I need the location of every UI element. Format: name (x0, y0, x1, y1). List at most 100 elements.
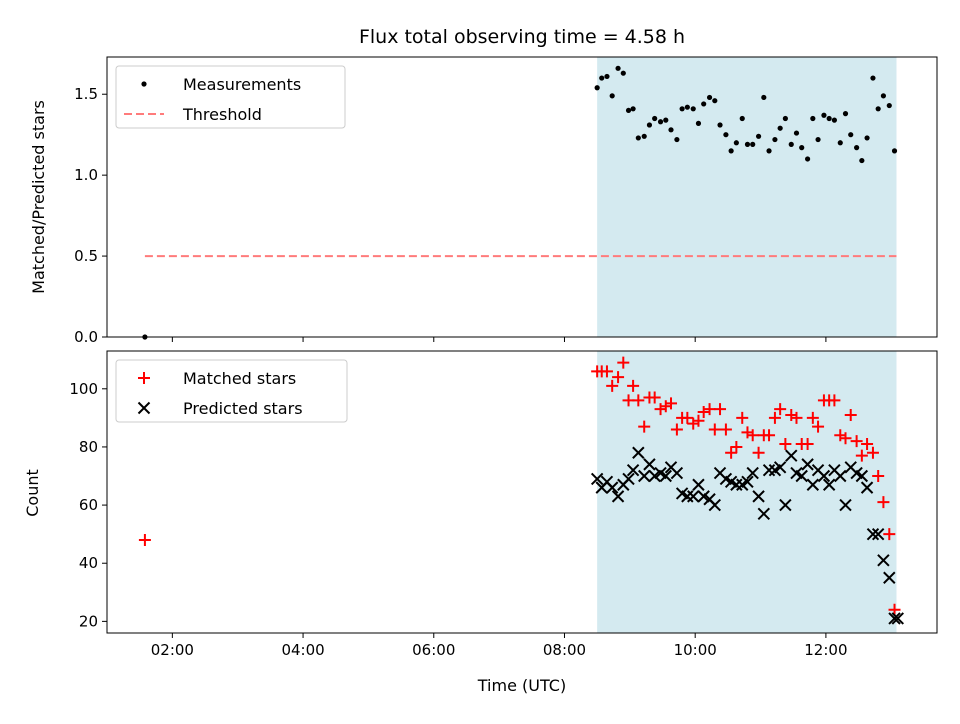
data-point (822, 478, 836, 491)
x-tick-label: 02:00 (151, 641, 194, 659)
legend-label: Measurements (183, 75, 301, 94)
data-point (630, 106, 636, 112)
legend-box (115, 65, 346, 129)
y-tick-label: 0.0 (74, 328, 98, 346)
data-point (138, 533, 151, 546)
data-point (768, 411, 781, 424)
data-point (590, 472, 604, 486)
data-point (674, 136, 680, 143)
legend: Matched stars Predicted stars (115, 359, 348, 423)
legend-label: Matched stars (183, 369, 296, 388)
data-point (779, 498, 792, 512)
x-tick-label: 06:00 (412, 641, 455, 659)
data-point (626, 463, 640, 477)
data-point (632, 394, 645, 407)
data-point (864, 135, 870, 141)
data-point (888, 612, 901, 625)
data-point (855, 449, 868, 462)
data-point (842, 111, 849, 117)
data-point (880, 93, 887, 99)
data-point (839, 432, 852, 445)
data-point (837, 140, 843, 146)
data-point (632, 446, 645, 459)
data-point (839, 498, 852, 512)
y-tick-label: 0.5 (74, 247, 98, 265)
data-point (785, 408, 798, 421)
axes-frame (106, 350, 938, 634)
data-point (860, 481, 874, 494)
data-point (795, 469, 808, 483)
data-point (752, 446, 765, 459)
data-point (606, 379, 619, 392)
data-point (801, 458, 814, 471)
axes-frame (106, 56, 938, 338)
data-point (859, 157, 865, 164)
data-point (730, 478, 743, 491)
data-point (703, 403, 716, 416)
data-point (891, 612, 904, 625)
data-point (635, 135, 641, 141)
data-point (599, 75, 605, 81)
data-point (810, 115, 816, 122)
data-point (793, 130, 800, 136)
legend-marker (138, 372, 150, 384)
data-point (615, 65, 621, 71)
data-point (612, 371, 625, 384)
data-point (848, 132, 854, 138)
data-point (620, 70, 626, 76)
y-tick-label: 40 (79, 554, 98, 572)
chart-title: Flux total observing time = 4.58 h (359, 26, 685, 48)
data-point (744, 141, 751, 147)
legend-marker (141, 81, 147, 87)
data-point (761, 94, 767, 101)
data-point (755, 133, 762, 139)
data-point (684, 104, 690, 110)
data-point (883, 528, 896, 541)
data-point (834, 429, 847, 442)
data-point (622, 472, 635, 486)
data-point (681, 490, 694, 503)
data-point (806, 478, 820, 491)
data-point (638, 469, 651, 483)
data-point (736, 411, 749, 424)
x-tick-label: 04:00 (281, 641, 324, 659)
series-predicted-stars (590, 446, 904, 625)
y-tick-label: 1.0 (74, 166, 98, 184)
data-point (708, 423, 721, 436)
data-point (654, 403, 667, 416)
data-point (870, 75, 876, 81)
data-point (774, 403, 787, 416)
data-point (777, 125, 783, 131)
data-point (861, 438, 874, 451)
observing-window (597, 57, 897, 337)
data-point (866, 446, 879, 459)
legend-marker (137, 401, 151, 415)
data-point (817, 469, 831, 483)
data-point (604, 73, 610, 80)
data-point (701, 101, 707, 107)
data-point (733, 140, 739, 146)
data-point (855, 469, 869, 483)
data-point (697, 490, 710, 503)
data-point (611, 490, 625, 503)
legend-label: Predicted stars (183, 399, 303, 418)
data-point (605, 481, 619, 494)
data-point (692, 414, 705, 427)
data-point (643, 458, 656, 471)
data-point (627, 379, 640, 392)
data-point (826, 115, 832, 122)
data-point (600, 365, 613, 378)
bottom-y-axis-label: Count (23, 469, 42, 517)
data-point (679, 106, 685, 112)
bottom-panel: 20 40 60 80 100 02:00 04:00 06:00 08:00 10:00 12:0… (69, 350, 938, 659)
data-point (779, 438, 792, 451)
data-point (687, 490, 700, 503)
data-point (717, 122, 723, 128)
data-point (617, 356, 630, 369)
data-point (730, 440, 743, 453)
data-point (886, 102, 892, 109)
data-point (708, 498, 722, 512)
data-point (750, 141, 756, 147)
data-point (828, 394, 841, 407)
